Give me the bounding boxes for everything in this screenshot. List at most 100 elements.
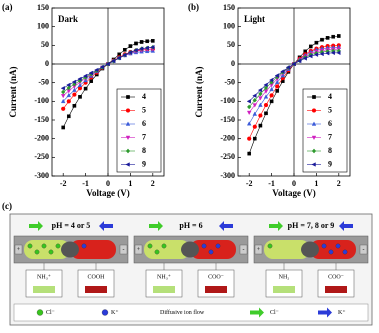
panel-label: (c) [2, 201, 12, 211]
legend-label: 8 [142, 146, 146, 155]
marker [252, 136, 257, 141]
x-tick-label: 0 [292, 179, 296, 188]
x-axis-label: Voltage (V) [86, 188, 129, 198]
marker [325, 36, 330, 40]
channel-neck [181, 241, 199, 258]
y-axis-label: Current (nA) [8, 66, 18, 117]
channel-right [70, 240, 116, 259]
marker [252, 103, 258, 108]
marker [320, 37, 324, 42]
legend-label: 4 [142, 92, 146, 101]
marker [331, 34, 336, 39]
ion [321, 243, 327, 249]
marker [150, 44, 155, 50]
marker [263, 94, 269, 99]
electrode [14, 244, 23, 255]
ion [81, 243, 87, 249]
marker [72, 87, 77, 92]
marker [311, 121, 317, 126]
x-tick-label: 2 [337, 179, 341, 188]
ion [328, 249, 334, 255]
y-tick-label: 50 [41, 40, 49, 49]
y-tick-label: 0 [45, 59, 49, 68]
marker [77, 82, 83, 88]
marker [61, 89, 66, 95]
marker [325, 50, 330, 56]
marker [247, 104, 252, 110]
marker [275, 84, 280, 89]
marker [313, 52, 319, 57]
marker [66, 92, 72, 98]
marker [246, 110, 252, 116]
marker [311, 162, 316, 167]
marker [311, 135, 317, 141]
marker [72, 103, 77, 108]
marker [258, 113, 263, 118]
marker [77, 76, 82, 82]
x-tick-label: 0 [106, 179, 110, 188]
ion-flow-arrow [219, 221, 233, 231]
marker [66, 85, 71, 91]
marker [66, 114, 71, 119]
ion [27, 243, 33, 249]
marker [126, 95, 130, 99]
marker [311, 148, 317, 154]
electrode-sign: + [137, 247, 141, 253]
legend-label: 9 [328, 159, 332, 168]
marker [60, 94, 66, 99]
x-axis-label: Voltage (V) [272, 188, 315, 198]
ion-flow-arrow [99, 221, 113, 231]
marker [263, 85, 269, 91]
marker [269, 86, 274, 92]
marker [125, 162, 130, 167]
ion [215, 243, 221, 249]
ion [154, 249, 160, 255]
y-tick-label: 100 [223, 21, 235, 30]
marker [258, 102, 263, 107]
ion-flow-arrow [149, 221, 163, 231]
y-tick-label: 50 [227, 40, 235, 49]
legend-label: Diffusive ion flow [160, 309, 205, 316]
marker [111, 58, 116, 64]
ion [101, 309, 109, 316]
marker [72, 92, 77, 97]
marker [83, 73, 88, 79]
marker [99, 64, 105, 70]
channel-neck [301, 241, 319, 258]
x-tick-label: -2 [60, 179, 67, 188]
marker [269, 77, 274, 83]
ion [267, 243, 273, 249]
electrode [254, 244, 263, 255]
panel-title: pH = 6 [179, 221, 202, 230]
marker [252, 97, 257, 103]
y-tick-label: 150 [223, 3, 235, 12]
marker [330, 50, 335, 56]
y-tick-label: -150 [34, 115, 49, 124]
marker [145, 39, 150, 44]
marker [60, 86, 65, 91]
marker [252, 93, 257, 98]
channel-left [144, 240, 190, 259]
marker [246, 99, 251, 104]
marker [274, 79, 280, 85]
marker [144, 45, 149, 51]
marker [280, 69, 285, 74]
group-bar [33, 286, 55, 293]
marker [319, 51, 324, 57]
annotation: Dark [58, 14, 78, 24]
ion [342, 249, 348, 255]
marker [247, 151, 252, 156]
electrode [134, 244, 143, 255]
marker [134, 41, 138, 46]
marker [297, 58, 302, 64]
marker [336, 50, 341, 56]
ion [201, 243, 207, 249]
x-tick-label: -2 [246, 179, 253, 188]
channel-left [264, 240, 310, 259]
marker [336, 34, 341, 38]
marker [308, 44, 313, 49]
y-tick-label: 0 [231, 59, 235, 68]
marker [150, 39, 155, 43]
legend-label: 6 [328, 119, 332, 128]
